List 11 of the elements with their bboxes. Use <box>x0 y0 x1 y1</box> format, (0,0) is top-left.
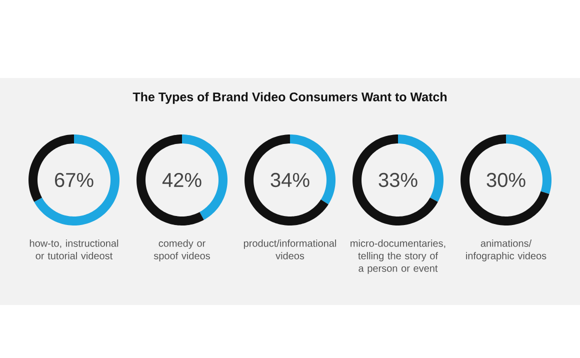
text: 67% <box>55 172 94 188</box>
text: 30% <box>486 172 526 188</box>
text: 34% <box>270 172 310 188</box>
text: comedy or spoof videos <box>154 240 210 262</box>
text: how-to, instructional or tutorial videost <box>30 240 118 260</box>
text: 33% <box>378 172 418 188</box>
text: animations/ infographic videos <box>466 240 546 262</box>
text: product/informational videos <box>244 240 336 260</box>
text: The Types of Brand Video Consumers Want to Watch <box>132 92 447 104</box>
text: 42% <box>162 172 202 188</box>
text: micro-documentaries, telling the story of a person or event <box>350 240 446 274</box>
